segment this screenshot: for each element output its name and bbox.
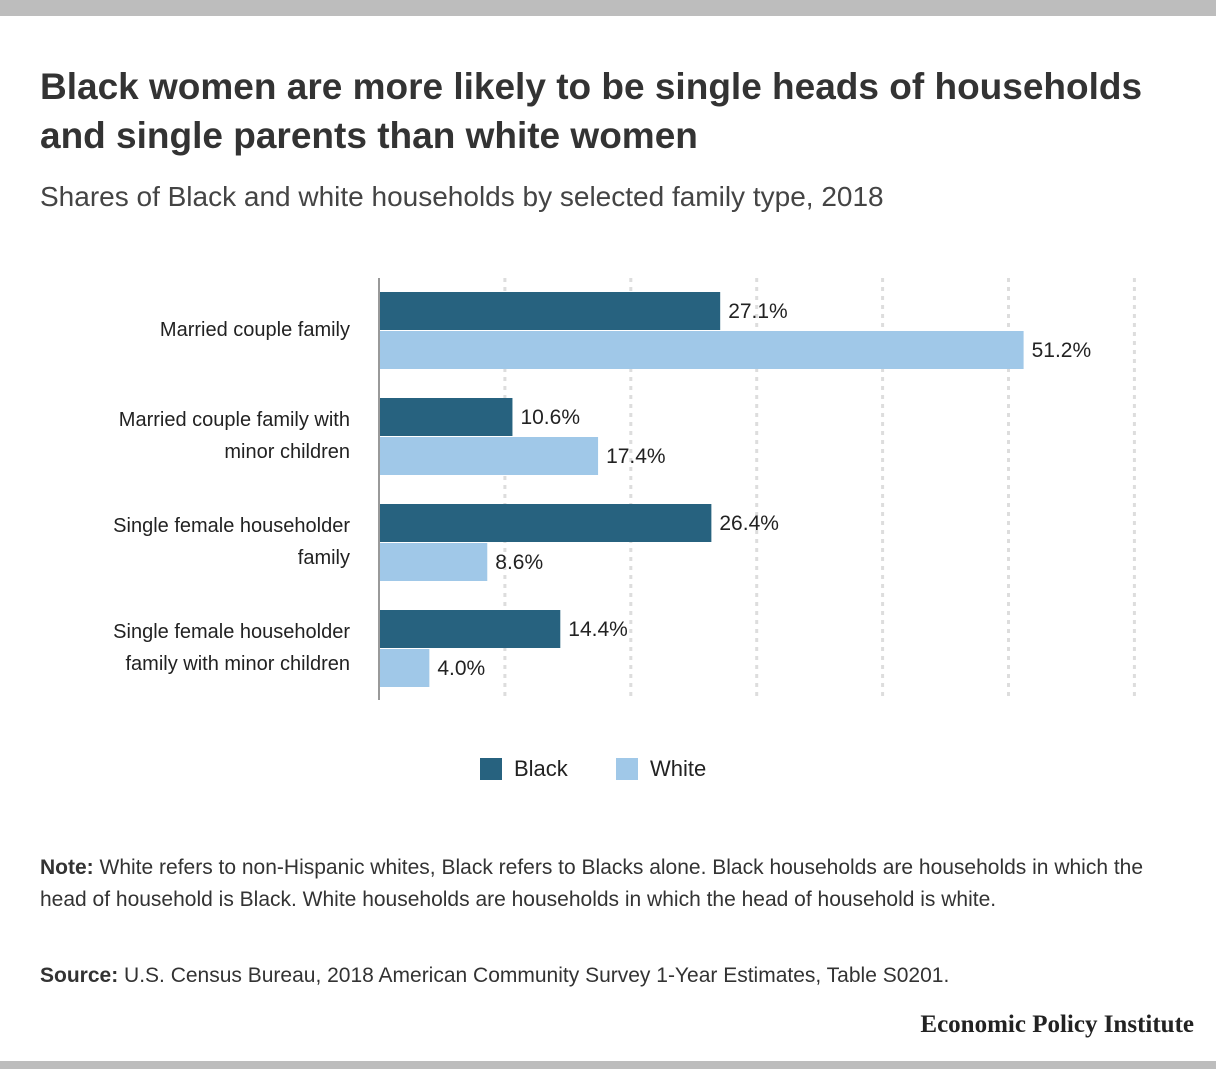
legend-item-black: Black xyxy=(480,756,568,782)
category-label: Single female householder family xyxy=(20,510,350,574)
chart-legend: Black White xyxy=(0,756,1216,786)
brand-logo-text: Economic Policy Institute xyxy=(920,1011,1194,1038)
legend-label-black: Black xyxy=(514,756,568,781)
category-label-line: Married couple family with xyxy=(118,409,350,431)
top-border-bar xyxy=(0,0,1216,16)
category-label: Married couple family xyxy=(20,314,350,346)
note-label: Note: xyxy=(40,856,94,879)
chart-title: Black women are more likely to be single… xyxy=(40,66,1143,156)
category-label-line: Single female householder xyxy=(113,621,350,643)
note-text: White refers to non-Hispanic whites, Bla… xyxy=(40,856,1144,911)
bar-chart: Married couple family Married couple fami… xyxy=(0,270,1216,710)
chart-note: Note: White refers to non-Hispanic white… xyxy=(40,852,1170,916)
category-label: Married couple family with minor children xyxy=(20,404,350,468)
bar-white xyxy=(379,543,488,581)
bar-black xyxy=(379,292,721,330)
bar-value-label: 4.0% xyxy=(437,657,485,680)
source-label: Source: xyxy=(40,964,119,987)
bar-white xyxy=(379,649,430,687)
bar-white xyxy=(379,331,1024,369)
category-label: Single female householder family with min… xyxy=(20,616,350,680)
bar-black xyxy=(379,504,712,542)
legend-item-white: White xyxy=(616,756,706,782)
bar-value-label: 8.6% xyxy=(495,551,543,574)
bar-value-label: 27.1% xyxy=(728,300,788,323)
legend-swatch-black xyxy=(480,758,502,780)
category-label-line: Single female householder xyxy=(113,515,350,537)
chart-subtitle: Shares of Black and white households by … xyxy=(40,181,884,212)
category-label-line: family xyxy=(297,547,350,569)
category-label-line: family with minor children xyxy=(125,653,350,675)
bar-value-label: 26.4% xyxy=(719,512,779,535)
source-text: U.S. Census Bureau, 2018 American Commun… xyxy=(118,964,950,987)
bar-chart-plot: 27.1% 51.2% 10.6% 17.4% 26.4% 8.6% 14.4% 4.0% xyxy=(378,278,1136,700)
bar-black xyxy=(379,398,513,436)
bar-value-label: 51.2% xyxy=(1032,339,1092,362)
bar-white xyxy=(379,437,599,475)
bottom-border-bar xyxy=(0,1061,1216,1069)
legend-swatch-white xyxy=(616,758,638,780)
bar-black xyxy=(379,610,561,648)
category-label-line: Married couple family xyxy=(159,319,350,341)
category-label-line: minor children xyxy=(224,441,350,463)
bar-value-label: 14.4% xyxy=(568,618,628,641)
legend-label-white: White xyxy=(650,756,707,781)
chart-source: Source: U.S. Census Bureau, 2018 America… xyxy=(40,960,1170,992)
bar-value-label: 10.6% xyxy=(520,406,580,429)
bar-value-label: 17.4% xyxy=(606,445,666,468)
